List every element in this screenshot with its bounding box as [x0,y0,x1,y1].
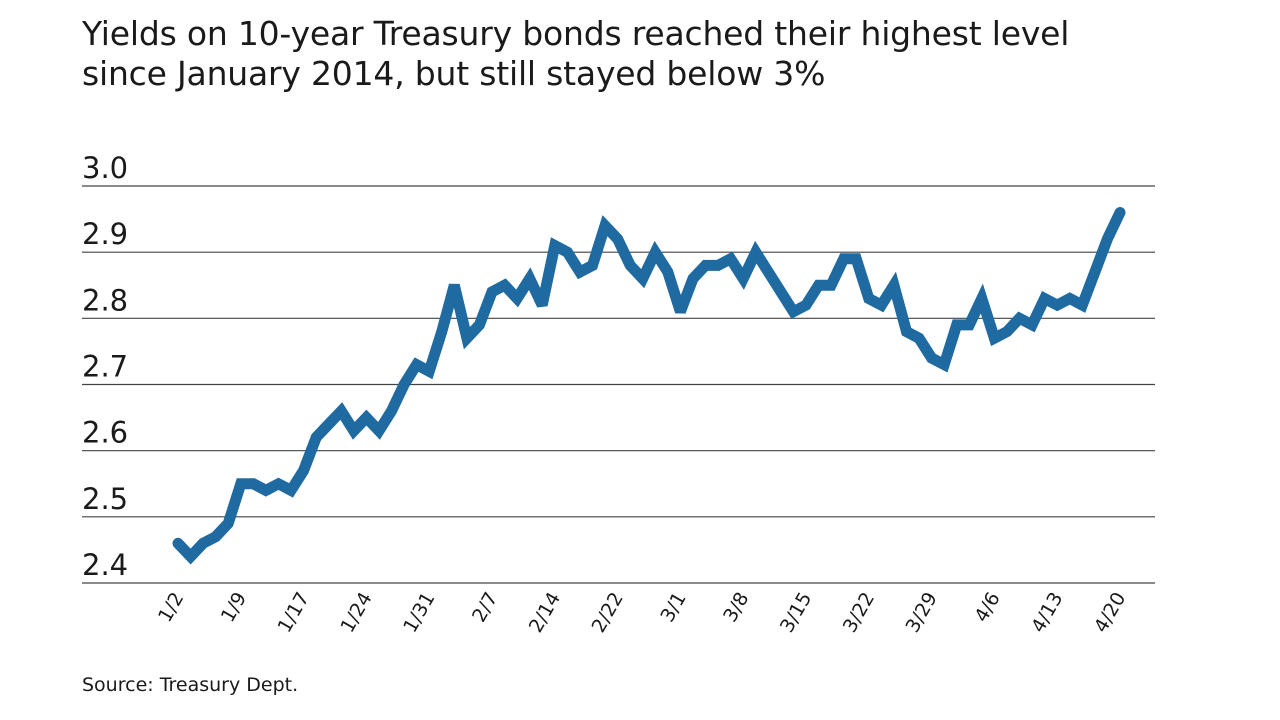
y-tick-label: 2.8 [82,283,128,317]
x-tick-label: 4/13 [1027,589,1067,637]
y-tick-label: 2.5 [82,482,128,516]
x-tick-label: 3/8 [719,589,753,626]
chart-subtitle: Yields on 10-year Treasury bonds reached… [82,14,1202,94]
x-tick-label: 4/6 [970,589,1004,626]
subtitle-line-1: Yields on 10-year Treasury bonds reached… [82,14,1070,53]
x-tick-label: 3/1 [656,589,690,626]
y-tick-label: 2.4 [82,548,128,582]
x-tick-label: 2/7 [468,589,502,626]
y-tick-label: 2.6 [82,416,128,450]
x-tick-label: 1/24 [336,589,376,637]
x-tick-label: 3/22 [839,589,879,637]
x-tick-label: 2/22 [588,589,628,637]
series-layer [172,207,1126,565]
y-tick-label: 3.0 [82,151,128,185]
x-tick-label: 2/14 [525,589,565,637]
y-axis-ticks: 3.0 2.9 2.8 2.7 2.6 2.5 2.4 [82,151,128,582]
source-note: Source: Treasury Dept. [82,674,299,696]
x-tick-label: 1/31 [399,589,439,637]
series-line-0 [172,207,1126,565]
x-tick-label: 3/29 [902,589,942,637]
y-tick-label: 2.7 [82,350,128,384]
x-tick-label: 4/20 [1090,589,1130,637]
y-tick-label: 2.9 [82,217,128,251]
x-tick-label: 1/9 [217,589,251,626]
subtitle-line-2: since January 2014, but still stayed bel… [82,54,826,93]
x-tick-label: 1/17 [274,589,314,637]
x-tick-label: 3/15 [776,589,816,637]
x-tick-label: 1/2 [154,589,188,626]
x-axis-ticks: 1/2 1/9 1/17 1/24 1/31 2/7 2/14 2/22 3/1 3/8 3/15 3… [154,589,1130,637]
